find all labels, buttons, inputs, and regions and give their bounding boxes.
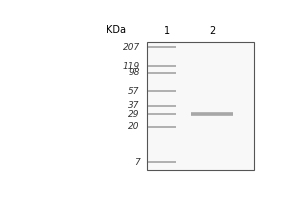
Text: 57: 57	[128, 87, 140, 96]
Text: KDa: KDa	[106, 25, 126, 35]
Bar	[148, 126, 176, 128]
Bar	[191, 112, 233, 116]
Bar	[148, 105, 176, 107]
Text: 29: 29	[128, 110, 140, 119]
Text: 207: 207	[123, 43, 140, 52]
Bar	[148, 46, 176, 48]
Bar	[148, 90, 176, 92]
Text: 119: 119	[123, 62, 140, 71]
Bar	[191, 113, 233, 115]
Bar	[148, 72, 176, 74]
Bar	[148, 161, 176, 163]
Text: 1: 1	[164, 26, 169, 36]
Text: 37: 37	[128, 101, 140, 110]
Text: 7: 7	[134, 158, 140, 167]
Bar	[148, 65, 176, 67]
Bar	[147, 42, 254, 170]
Text: 98: 98	[128, 68, 140, 77]
Text: 2: 2	[209, 26, 215, 36]
Text: 20: 20	[128, 122, 140, 131]
Bar	[148, 113, 176, 115]
